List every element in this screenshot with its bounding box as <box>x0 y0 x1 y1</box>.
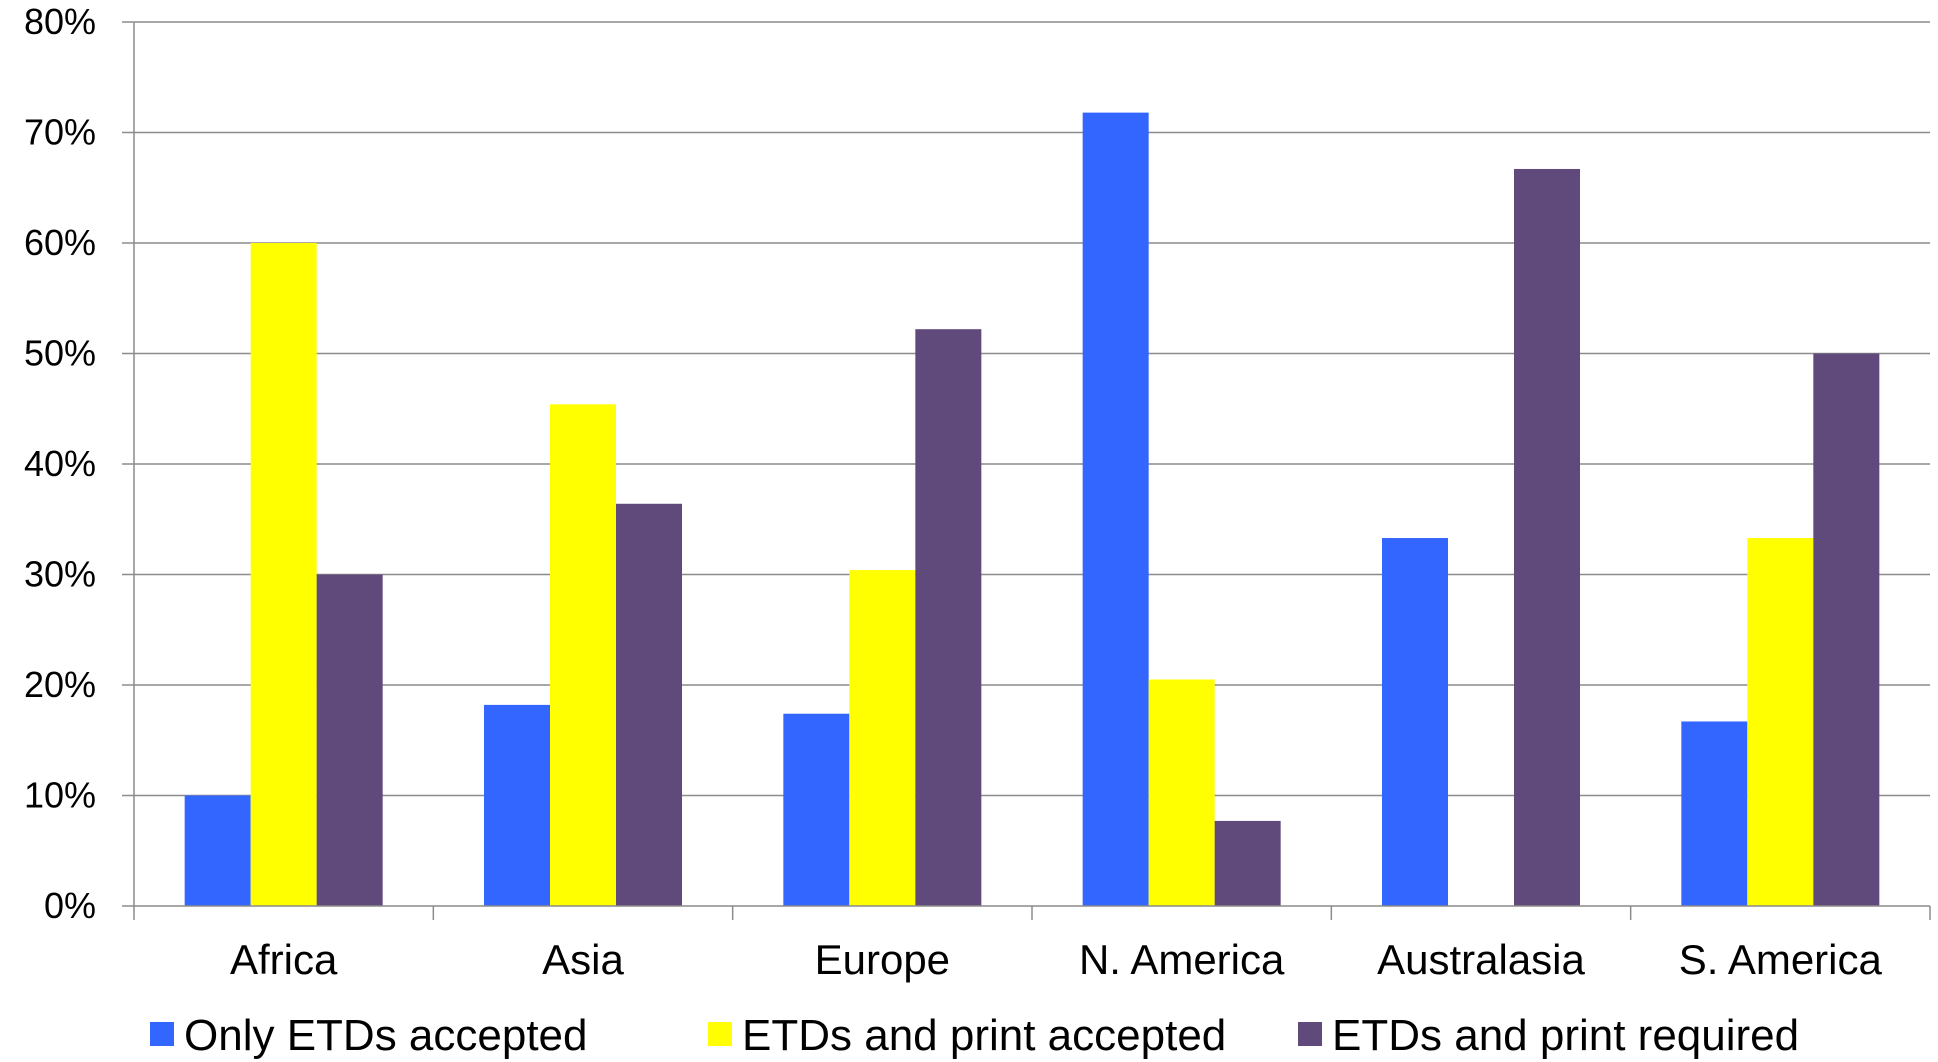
grid-lines <box>134 21 1930 797</box>
y-tick-label: 30% <box>24 554 96 595</box>
y-tick-label: 40% <box>24 443 96 484</box>
bar-africa-series-2 <box>250 243 317 906</box>
legend: Only ETDs accepted ETDs and print accepte… <box>150 1011 1799 1060</box>
bar-europe-series-1 <box>783 713 850 906</box>
bar-n-america-series-2 <box>1148 679 1215 906</box>
y-tick-label: 80% <box>24 1 96 42</box>
axes <box>122 21 1931 920</box>
bar-asia-series-1 <box>484 704 550 906</box>
y-tick-label: 60% <box>24 222 96 263</box>
y-tick-label: 0% <box>44 885 96 926</box>
bar-asia-series-3 <box>616 503 682 906</box>
legend-label: ETDs and print accepted <box>742 1011 1226 1060</box>
bar-s-america-series-1 <box>1681 721 1748 906</box>
legend-label: ETDs and print required <box>1332 1011 1799 1060</box>
legend-label: Only ETDs accepted <box>184 1011 588 1060</box>
bar-australasia-series-3 <box>1514 168 1580 907</box>
bar-africa-series-1 <box>184 795 251 906</box>
bar-n-america-series-1 <box>1082 112 1149 907</box>
legend-swatch <box>1298 1022 1322 1046</box>
bar-n-america-series-3 <box>1214 820 1281 906</box>
x-category-label: N. America <box>1079 936 1285 983</box>
bars <box>184 112 1880 907</box>
legend-swatch <box>708 1022 732 1046</box>
y-tick-label: 20% <box>24 664 96 705</box>
x-category-label: S. America <box>1679 936 1883 983</box>
bar-s-america-series-3 <box>1813 353 1880 906</box>
y-tick-label: 50% <box>24 333 96 374</box>
y-tick-label: 10% <box>24 775 96 816</box>
x-category-label: Asia <box>542 936 624 983</box>
bar-africa-series-3 <box>316 574 383 906</box>
x-category-label: Europe <box>815 936 950 983</box>
legend-swatch <box>150 1022 174 1046</box>
axis-labels: 0% 10% 20% 30% 40% 50% 60% 70% 80% Africa Asia Euro… <box>24 1 1883 983</box>
bar-europe-series-2 <box>849 570 916 906</box>
x-category-label: Africa <box>230 936 338 983</box>
bar-europe-series-3 <box>915 329 982 906</box>
bar-asia-series-2 <box>550 404 616 906</box>
y-tick-label: 70% <box>24 112 96 153</box>
x-category-label: Australasia <box>1377 936 1585 983</box>
bar-s-america-series-2 <box>1747 538 1814 906</box>
bar-australasia-series-1 <box>1382 538 1448 906</box>
